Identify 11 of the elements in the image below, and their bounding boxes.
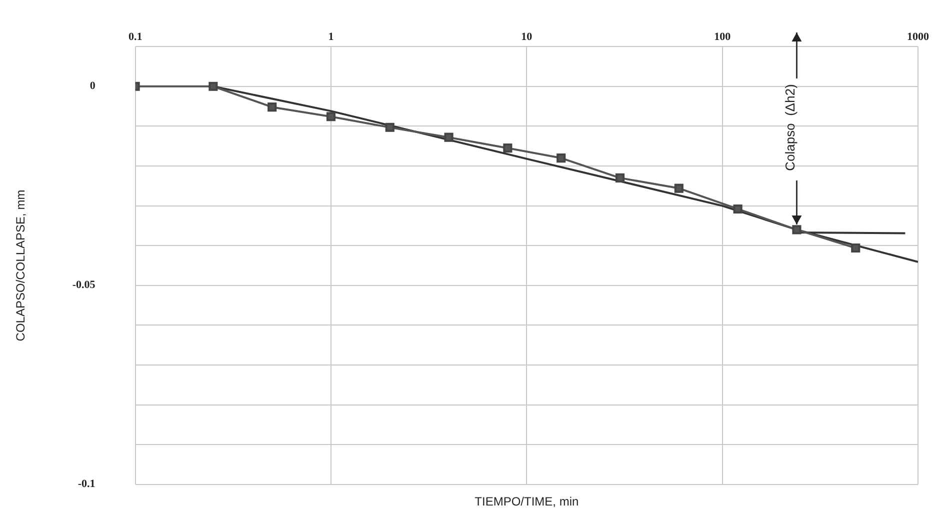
x-tick-label: 0.1 (128, 30, 142, 43)
x-tick-label: 1 (328, 30, 334, 43)
x-tick-label: 10 (521, 30, 533, 43)
x-axis-title: TIEMPO/TIME, min (474, 494, 579, 509)
x-tick-label: 1000 (907, 30, 930, 43)
y-tick-label: -0.05 (72, 279, 96, 292)
annotation: Colapso (Δh2) (782, 84, 798, 171)
y-tick-label: -0.1 (78, 478, 96, 490)
y-tick-label: 0 (90, 80, 96, 92)
y-axis-title: COLAPSO/COLLAPSE, mm (14, 190, 28, 342)
x-tick-label: 100 (714, 30, 732, 43)
